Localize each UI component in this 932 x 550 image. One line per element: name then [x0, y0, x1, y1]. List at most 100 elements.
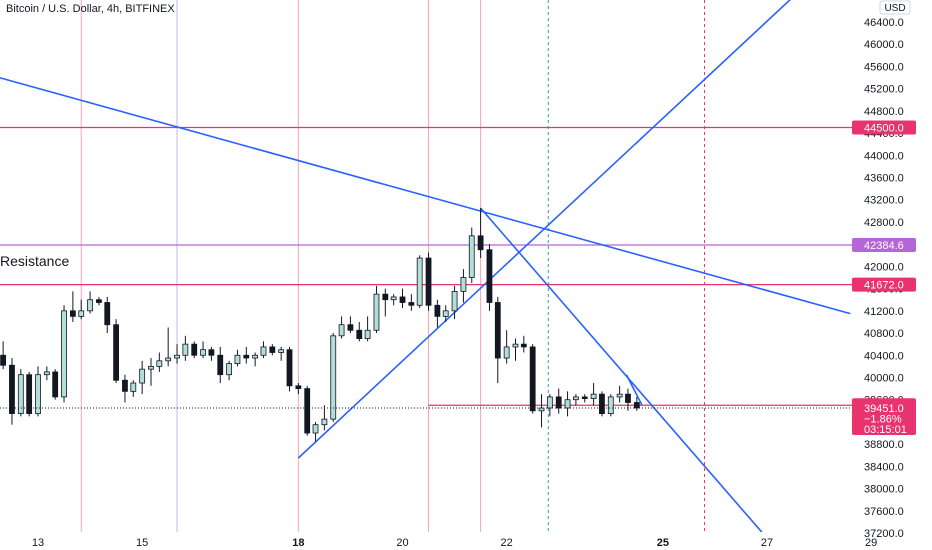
candle — [243, 346, 250, 364]
candle — [416, 255, 423, 309]
candle-body — [243, 354, 250, 359]
price-tick-label: 43600.0 — [864, 173, 904, 185]
candle — [200, 341, 206, 359]
candle — [373, 285, 380, 334]
last-price-tag-label: −1.86% — [864, 413, 902, 425]
candle-body — [260, 346, 267, 356]
candle — [43, 366, 50, 381]
candle-body — [512, 343, 519, 348]
candle — [512, 338, 519, 361]
resistance-annotation: Resistance — [0, 253, 69, 269]
candle — [191, 341, 198, 359]
candle — [364, 316, 371, 342]
candle — [546, 394, 553, 417]
candle-body — [295, 385, 302, 389]
candle — [572, 394, 579, 406]
date-tick-label: 22 — [501, 537, 513, 549]
price-tick-label: 41200.0 — [864, 306, 904, 318]
candle-body — [442, 310, 449, 317]
candle — [390, 294, 397, 306]
candle-body — [226, 363, 233, 376]
candle-body — [17, 374, 24, 414]
currency-badge[interactable] — [879, 0, 911, 15]
candle — [182, 335, 189, 361]
candle-body — [625, 393, 631, 403]
candle-body — [113, 324, 120, 381]
candle-body — [581, 396, 588, 399]
date-tick-label: 20 — [396, 537, 408, 549]
candle — [295, 383, 302, 395]
candle — [425, 252, 432, 311]
candle — [9, 358, 15, 425]
candle — [382, 288, 389, 317]
currency-label: USD — [884, 3, 905, 14]
candle — [174, 344, 180, 364]
candle-body — [278, 349, 285, 353]
candle-body — [607, 396, 614, 414]
candle — [616, 385, 623, 403]
time-axis[interactable]: 13 15 18 20 22 25 27 29 — [32, 537, 877, 549]
price-tick-label: 40000.0 — [864, 372, 904, 384]
candle — [408, 294, 415, 311]
chart-title: Bitcoin / U.S. Dollar, 4h, BITFINEX — [6, 3, 175, 15]
date-tick-label: 18 — [292, 537, 304, 549]
candle-body — [52, 371, 59, 398]
trendline — [625, 374, 643, 406]
candle — [338, 316, 345, 339]
candle-body — [590, 393, 597, 399]
candle-body — [139, 368, 146, 384]
candle-body — [416, 257, 423, 306]
candle — [104, 296, 111, 334]
candle — [321, 405, 328, 431]
price-tick-label: 45200.0 — [864, 84, 904, 96]
price-tag-label: 41672.0 — [864, 280, 904, 292]
candle — [356, 321, 363, 342]
price-tick-label: 43200.0 — [864, 195, 904, 207]
candle — [494, 296, 501, 384]
candle — [460, 269, 467, 303]
candle-body — [182, 343, 189, 356]
candle-body — [572, 396, 579, 401]
candle — [35, 366, 41, 417]
candle-body — [208, 349, 215, 356]
candle-body — [35, 374, 41, 414]
candle — [520, 335, 527, 353]
candle — [529, 344, 536, 414]
price-tick-label: 38000.0 — [864, 484, 904, 496]
candle-body — [468, 235, 475, 278]
candle — [0, 341, 7, 370]
candle-body — [564, 399, 571, 409]
candle — [234, 349, 241, 367]
candle — [581, 394, 588, 403]
candle — [52, 369, 59, 400]
last-price-tag — [852, 400, 916, 435]
candle — [399, 288, 406, 309]
price-tick-label: 38800.0 — [864, 439, 904, 451]
candle-body — [503, 346, 510, 359]
candle-body — [425, 257, 432, 306]
price-tags: 44500.042384.641672.039500.039451.0−1.86… — [852, 120, 916, 436]
price-tick-label: 42000.0 — [864, 261, 904, 273]
candle-body — [555, 396, 562, 409]
candle — [165, 327, 172, 367]
price-tag — [852, 120, 916, 135]
candle-body — [217, 354, 224, 376]
candle-body — [538, 407, 545, 412]
candle-body — [96, 299, 102, 303]
candle-body — [599, 393, 605, 414]
price-tag — [852, 238, 916, 253]
candle-body — [148, 365, 154, 370]
candle-body — [486, 249, 493, 303]
candle — [599, 391, 605, 417]
candle — [130, 380, 137, 397]
last-price-tag-label: 03:15:01 — [864, 424, 907, 436]
candle-body — [616, 393, 623, 398]
candle-body — [78, 310, 85, 317]
candle-body — [61, 310, 67, 398]
candle-body — [399, 296, 406, 303]
candle-body — [529, 346, 536, 412]
price-tick-label: 45600.0 — [864, 61, 904, 73]
price-tick-label: 46000.0 — [864, 39, 904, 51]
candle — [434, 299, 441, 328]
candles — [0, 208, 640, 442]
